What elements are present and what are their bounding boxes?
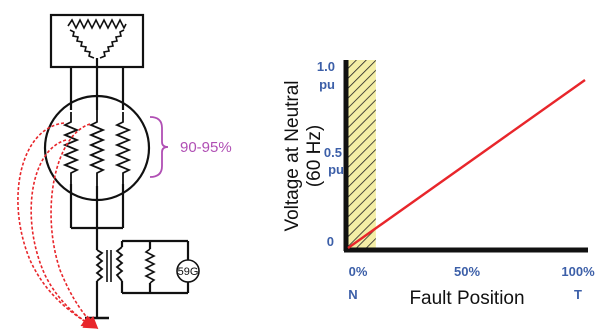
relay-59g: 59G — [176, 259, 200, 283]
coverage-bracket — [149, 116, 169, 178]
grounding-transformer-secondary — [115, 246, 124, 282]
y-tick-top-unit: pu — [319, 77, 335, 92]
relay-label: 59G — [178, 266, 199, 278]
x-axis-title: Fault Position — [409, 288, 524, 309]
series-line — [347, 79, 586, 249]
fault-current-arrows — [17, 122, 99, 330]
x-tick-start: 0% — [349, 264, 368, 279]
y-axis-title-line1: Voltage at Neutral — [282, 80, 303, 231]
x-end-label-n: N — [348, 287, 357, 302]
delta-coil-right — [99, 29, 125, 59]
delta-coil-top — [67, 18, 127, 30]
x-end-label-t: T — [574, 287, 582, 302]
generator-schematic — [43, 13, 190, 320]
y-tick-mid-value: 0.5 — [324, 145, 342, 160]
y-tick-mid-unit: pu — [328, 162, 344, 177]
blind-zone-hatch — [348, 60, 376, 248]
delta-coil-left — [69, 29, 95, 59]
grounding-transformer-primary — [95, 249, 104, 282]
neutral-voltage-chart: 1.0 pu 0.5 pu 0 0% 50% 100% N T Fault Po… — [282, 59, 595, 309]
stator-windings — [62, 110, 132, 186]
y-axis-title-line2: (60 Hz) — [304, 125, 325, 187]
y-tick-zero: 0 — [327, 234, 334, 249]
x-tick-mid: 50% — [454, 264, 480, 279]
loading-resistor — [144, 248, 156, 284]
x-tick-end: 100% — [561, 264, 595, 279]
coverage-percent-label: 90-95% — [180, 139, 232, 156]
y-tick-top-value: 1.0 — [317, 59, 335, 74]
